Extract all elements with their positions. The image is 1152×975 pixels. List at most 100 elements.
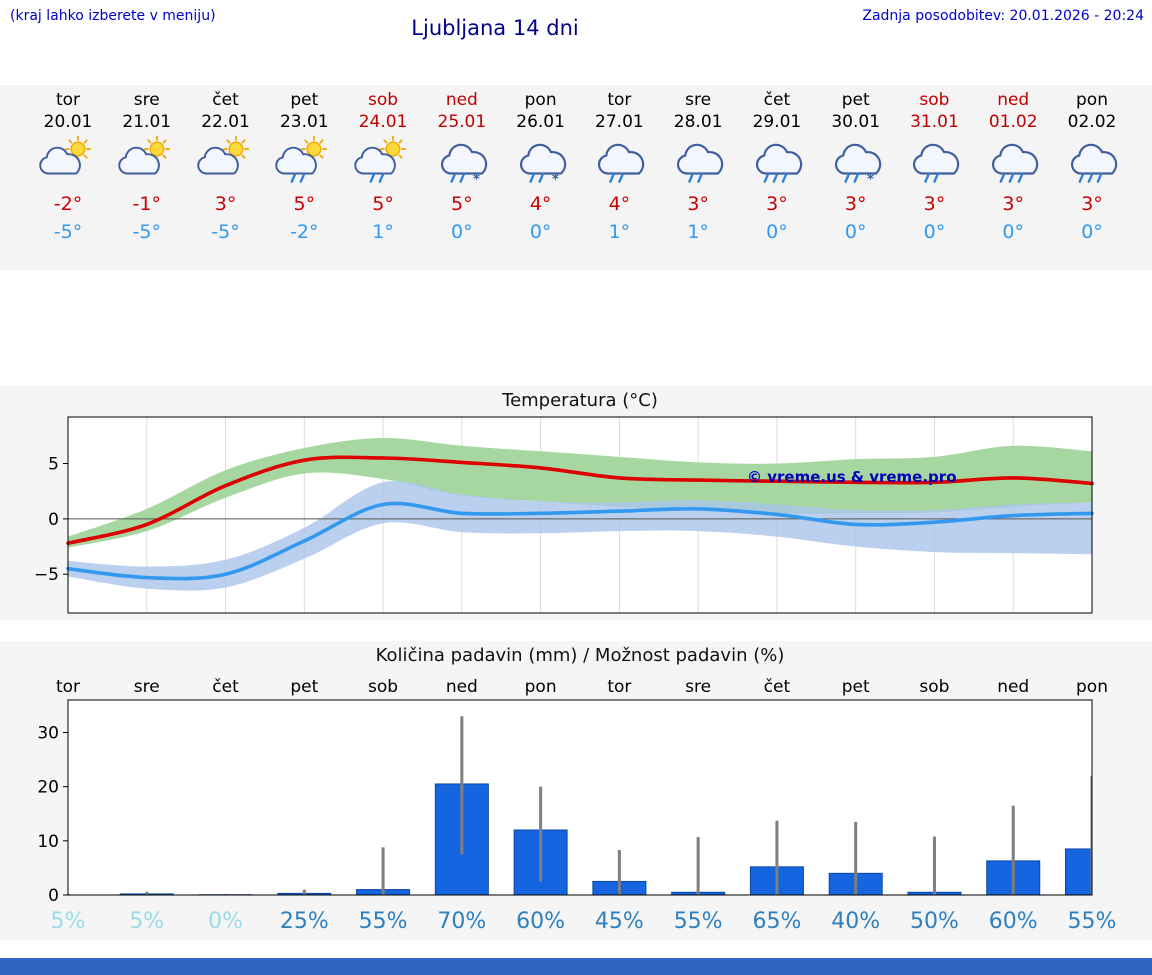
day-column: čet 22.01 3° -5°: [187, 85, 265, 270]
day-date-label: 30.01: [831, 112, 881, 132]
day-date-label: 29.01: [752, 112, 802, 132]
day-name-label: tor: [55, 90, 81, 110]
rain-sleet-icon: *: [834, 143, 881, 183]
svg-text:0: 0: [48, 886, 59, 906]
max-temp-line: [66, 455, 1094, 545]
day-min-temp: -2°: [290, 221, 319, 243]
rain-icon: [913, 143, 960, 183]
day-min-temp: -5°: [53, 221, 83, 243]
svg-text:tor: tor: [607, 677, 631, 697]
day-max-temp: 3°: [1081, 193, 1103, 215]
day-max-temp: 3°: [687, 193, 709, 215]
day-column: sre 28.01 3° 1°: [659, 85, 737, 270]
day-max-temp: 5°: [451, 193, 473, 215]
day-date-label: 26.01: [516, 112, 565, 132]
day-max-temp: 3°: [1002, 193, 1025, 215]
rain-icon: [598, 143, 645, 183]
svg-text:60%: 60%: [516, 909, 565, 934]
day-column: ned 01.02 3° 0°: [974, 85, 1052, 270]
svg-text:pet: pet: [290, 677, 318, 697]
svg-text:čet: čet: [764, 677, 791, 697]
day-min-temp: 0°: [844, 221, 867, 243]
svg-text:ned: ned: [997, 677, 1029, 697]
day-column: sre 21.01 -1° -5°: [108, 85, 186, 270]
day-max-temp: 5°: [293, 193, 316, 215]
day-min-temp: 0°: [1081, 221, 1103, 243]
day-name-label: sob: [368, 90, 399, 110]
day-max-temp: -2°: [53, 193, 83, 215]
day-column: pon 02.02 3° 0°: [1053, 85, 1131, 270]
day-name-label: ned: [445, 90, 478, 110]
day-date-label: 24.01: [358, 112, 408, 132]
day-date-label: 01.02: [988, 112, 1038, 132]
day-date-label: 23.01: [279, 112, 329, 132]
day-min-temp: 0°: [766, 221, 788, 243]
day-name-label: čet: [763, 90, 791, 110]
precip-ytick-labels: 0 10 20 30: [37, 724, 68, 906]
page-title: Ljubljana 14 dni: [411, 16, 579, 40]
day-date-label: 25.01: [437, 112, 487, 132]
svg-text:−5: −5: [34, 565, 59, 585]
svg-text:čet: čet: [212, 677, 239, 697]
min-temp-line: [66, 501, 1094, 581]
svg-text:5%: 5%: [51, 909, 86, 934]
svg-text:30: 30: [37, 724, 59, 744]
rain-sleet-icon: *: [440, 143, 488, 183]
svg-text:ned: ned: [446, 677, 478, 697]
svg-text:sre: sre: [685, 677, 711, 697]
day-max-temp: 3°: [923, 193, 946, 215]
day-date-label: 31.01: [910, 112, 959, 132]
svg-text:60%: 60%: [989, 909, 1038, 934]
svg-text:pon: pon: [1076, 677, 1108, 697]
precipitation-chart: 0 10 20 30 tor sre čet pet sob ned pon tor sre čet pet…: [37, 677, 1117, 934]
watermark: © vreme.us & vreme.pro: [747, 468, 957, 486]
day-name-label: ned: [997, 90, 1030, 110]
svg-text:25%: 25%: [280, 909, 329, 934]
day-column: sob 24.01 5° 1°: [344, 85, 422, 270]
heavy-rain-icon: [992, 143, 1039, 183]
svg-text:sob: sob: [368, 677, 398, 697]
svg-text:45%: 45%: [595, 909, 644, 934]
day-min-temp: -5°: [211, 221, 240, 243]
day-min-temp: 0°: [1002, 221, 1025, 243]
day-column: pet 23.01 5° -2°: [265, 85, 343, 270]
max-range-band: [68, 437, 1092, 548]
partly-sunny-icon: [118, 135, 170, 175]
day-min-temp: 1°: [608, 221, 631, 243]
precip-day-labels: tor sre čet pet sob ned pon tor sre čet pet sob ned p…: [56, 677, 1108, 697]
forecast-day-strip: tor 20.01 -2° -5° sre 21.01 -1° -5° čet 22.01 3° -5…: [0, 85, 1152, 270]
svg-text:*: *: [473, 171, 480, 183]
svg-text:40%: 40%: [831, 909, 880, 934]
day-max-temp: 3°: [766, 193, 788, 215]
day-date-label: 20.01: [43, 112, 93, 132]
day-name-label: pet: [841, 90, 870, 110]
day-name-label: čet: [212, 90, 239, 110]
svg-text:0%: 0%: [208, 909, 243, 934]
day-max-temp: 3°: [844, 193, 867, 215]
location-hint: (kraj lahko izberete v meniju): [10, 8, 216, 24]
precip-error-bars: [68, 716, 1092, 895]
precip-bar: [1065, 848, 1092, 895]
temp-ytick-labels: 5 0 −5: [34, 455, 68, 585]
sun-showers-icon: [275, 135, 328, 183]
day-name-label: pet: [290, 90, 319, 110]
day-min-temp: 0°: [451, 221, 473, 243]
last-update: Zadnja posodobitev: 20.01.2026 - 20:24: [862, 8, 1144, 24]
day-name-label: tor: [607, 90, 632, 110]
footer-bar: [0, 958, 1152, 975]
day-name-label: pon: [524, 90, 557, 110]
day-date-label: 27.01: [595, 112, 644, 132]
day-date-label: 22.01: [201, 112, 250, 132]
day-min-temp: 0°: [529, 221, 552, 243]
day-max-temp: 3°: [214, 193, 237, 215]
day-column: pon 26.01 * 4° 0°: [502, 85, 580, 270]
svg-text:pon: pon: [525, 677, 557, 697]
day-date-label: 28.01: [673, 112, 723, 132]
svg-text:70%: 70%: [437, 909, 486, 934]
precip-probability-labels: 5% 5% 0% 25% 55% 70% 60% 45% 55% 65% 40% 50% 60% 55%: [51, 909, 1117, 934]
rain-sleet-icon: *: [519, 143, 566, 183]
svg-text:5%: 5%: [129, 909, 164, 934]
day-column: ned 25.01 * 5° 0°: [423, 85, 501, 270]
svg-text:*: *: [551, 171, 558, 183]
day-max-temp: 5°: [372, 193, 394, 215]
